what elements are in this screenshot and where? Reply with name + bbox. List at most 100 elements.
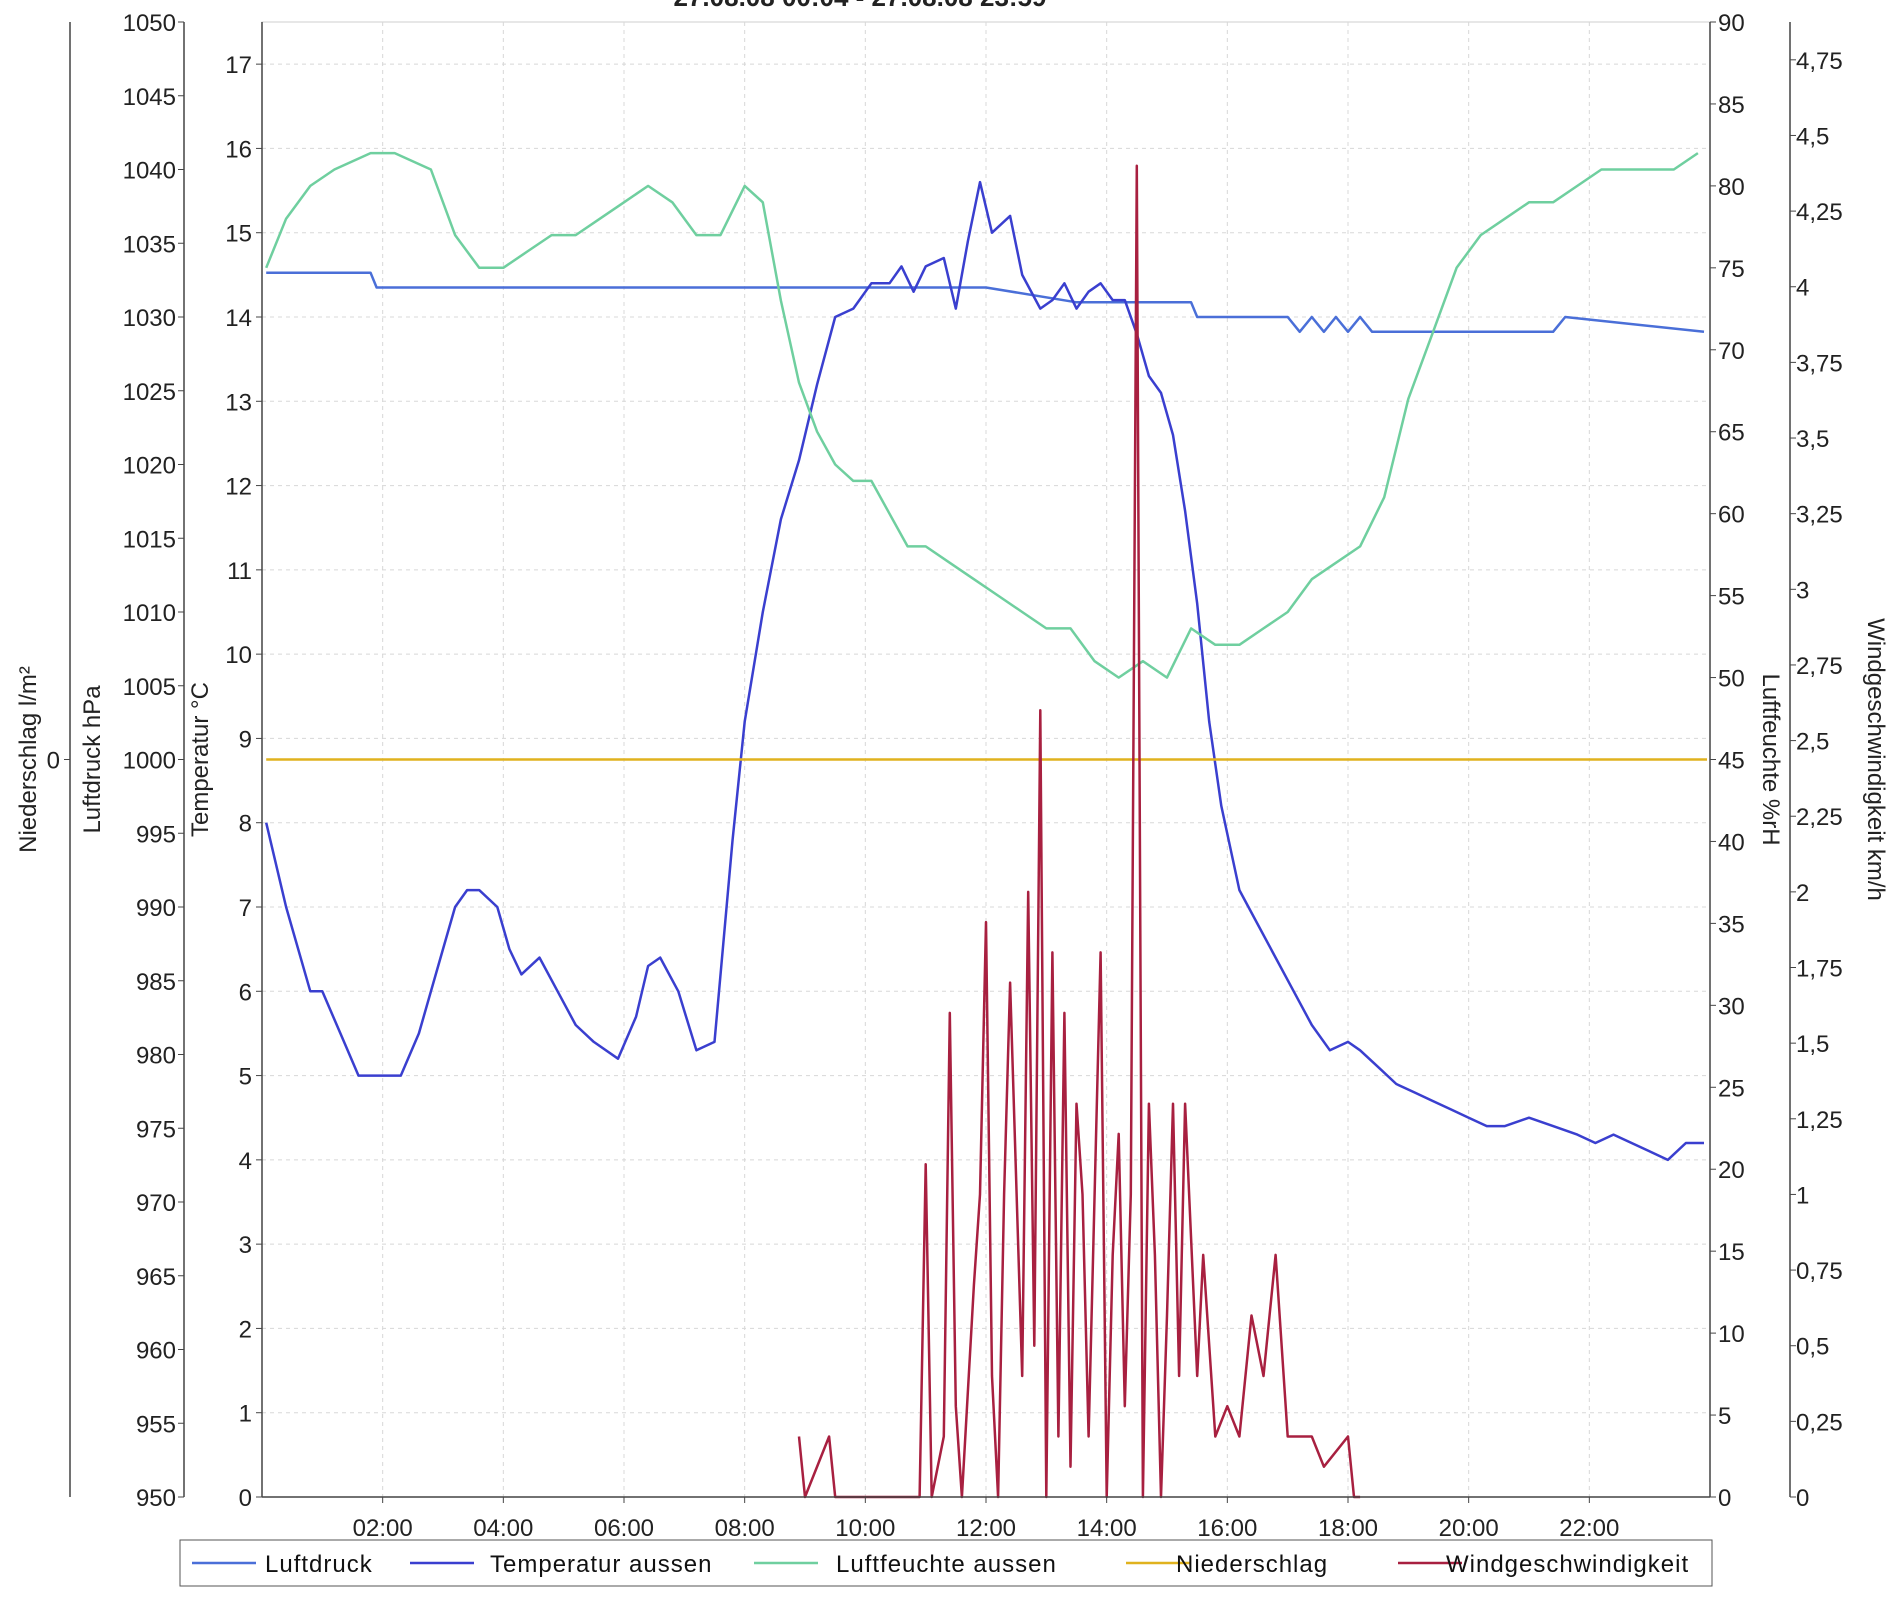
wind-tick-label: 2 bbox=[1796, 880, 1809, 907]
temperatur-tick-label: 14 bbox=[225, 305, 252, 332]
series-line-windgeschwindigkeit bbox=[797, 164, 1361, 1499]
legend: Luftdruck Temperatur aussen Luftfeuchte au… bbox=[179, 1539, 1713, 1587]
series-line-temperatur-aussen bbox=[264, 180, 1704, 1162]
wind-tick-label: 3,25 bbox=[1796, 502, 1843, 529]
luftdruck-tick-label: 960 bbox=[136, 1338, 176, 1365]
luftfeuchte-tick-label: 70 bbox=[1718, 338, 1745, 365]
luftdruck-axis-title: Luftdruck hPa bbox=[79, 685, 106, 834]
x-tick-label: 16:00 bbox=[1197, 1515, 1257, 1542]
wind-tick-label: 1,75 bbox=[1796, 956, 1843, 983]
x-tick-label: 08:00 bbox=[715, 1515, 775, 1542]
x-tick-label: 22:00 bbox=[1559, 1515, 1619, 1542]
temperatur-tick-label: 13 bbox=[225, 389, 252, 416]
luftdruck-tick-label: 1035 bbox=[123, 231, 176, 258]
series-line-luftfeuchte-aussen bbox=[265, 151, 1699, 679]
wind-tick-label: 0 bbox=[1796, 1485, 1809, 1512]
luftfeuchte-tick-label: 15 bbox=[1718, 1239, 1745, 1266]
luftdruck-tick-label: 975 bbox=[136, 1116, 176, 1143]
luftdruck-tick-label: 1030 bbox=[123, 305, 176, 332]
luftdruck-tick-label: 980 bbox=[136, 1043, 176, 1070]
luftdruck-tick-label: 1050 bbox=[123, 10, 176, 37]
temperatur-tick-label: 1 bbox=[239, 1401, 252, 1428]
luftdruck-tick-label: 1045 bbox=[123, 84, 176, 111]
legend-label: Windgeschwindigkeit bbox=[1446, 1551, 1689, 1578]
x-tick-label: 12:00 bbox=[956, 1515, 1016, 1542]
legend-label: Luftfeuchte aussen bbox=[836, 1551, 1057, 1578]
luftfeuchte-tick-label: 60 bbox=[1718, 502, 1745, 529]
legend-label: Temperatur aussen bbox=[490, 1551, 712, 1578]
wind-tick-label: 2,25 bbox=[1796, 804, 1843, 831]
luftfeuchte-tick-label: 10 bbox=[1718, 1321, 1745, 1348]
luftdruck-tick-label: 1015 bbox=[123, 526, 176, 553]
luftfeuchte-tick-label: 0 bbox=[1718, 1485, 1731, 1512]
wind-tick-label: 0,75 bbox=[1796, 1258, 1843, 1285]
temperatur-tick-label: 9 bbox=[239, 726, 252, 753]
luftdruck-tick-label: 1020 bbox=[123, 453, 176, 480]
luftdruck-tick-label: 990 bbox=[136, 895, 176, 922]
temperatur-tick-label: 17 bbox=[225, 52, 252, 79]
temperatur-axis-title: Temperatur °C bbox=[187, 682, 214, 837]
luftfeuchte-tick-label: 50 bbox=[1718, 666, 1745, 693]
x-tick-label: 14:00 bbox=[1077, 1515, 1137, 1542]
temperatur-tick-label: 3 bbox=[239, 1232, 252, 1259]
luftdruck-tick-label: 1005 bbox=[123, 674, 176, 701]
luftfeuchte-tick-label: 55 bbox=[1718, 584, 1745, 611]
luftfeuchte-tick-label: 20 bbox=[1718, 1157, 1745, 1184]
temperatur-tick-label: 0 bbox=[239, 1485, 252, 1512]
temperatur-tick-label: 2 bbox=[239, 1316, 252, 1343]
wind-tick-label: 4,75 bbox=[1796, 48, 1843, 75]
luftfeuchte-tick-label: 45 bbox=[1718, 748, 1745, 775]
luftdruck-tick-label: 950 bbox=[136, 1485, 176, 1512]
temperatur-tick-label: 8 bbox=[239, 811, 252, 838]
luftdruck-tick-label: 985 bbox=[136, 969, 176, 996]
temperatur-tick-label: 11 bbox=[227, 558, 252, 585]
wind-tick-label: 4,5 bbox=[1796, 123, 1829, 150]
luftfeuchte-tick-label: 40 bbox=[1718, 829, 1745, 856]
luftfeuchte-tick-label: 85 bbox=[1718, 92, 1745, 119]
series-line-luftdruck bbox=[266, 271, 1705, 334]
temperatur-tick-label: 12 bbox=[225, 474, 252, 501]
x-tick-label: 20:00 bbox=[1439, 1515, 1499, 1542]
temperatur-tick-label: 10 bbox=[225, 642, 252, 669]
x-tick-label: 18:00 bbox=[1318, 1515, 1378, 1542]
legend-label: Luftdruck bbox=[265, 1551, 373, 1578]
luftfeuchte-tick-label: 5 bbox=[1718, 1403, 1731, 1430]
wind-tick-label: 3,75 bbox=[1796, 350, 1843, 377]
axes: 02:00 04:00 06:00 08:00 10:00 12:00 14:00 16:00… bbox=[15, 10, 1888, 1542]
legend-label: Niederschlag bbox=[1176, 1551, 1328, 1578]
temperatur-tick-label: 16 bbox=[225, 136, 252, 163]
wind-tick-label: 3,5 bbox=[1796, 426, 1829, 453]
luftdruck-tick-label: 1040 bbox=[123, 158, 176, 185]
wind-tick-label: 1 bbox=[1796, 1182, 1809, 1209]
x-tick-label: 10:00 bbox=[835, 1515, 895, 1542]
luftdruck-tick-label: 1025 bbox=[123, 379, 176, 406]
luftdruck-tick-label: 1000 bbox=[123, 748, 176, 775]
luftdruck-tick-label: 1010 bbox=[123, 600, 176, 627]
x-tick-label: 06:00 bbox=[594, 1515, 654, 1542]
luftfeuchte-tick-label: 90 bbox=[1718, 10, 1745, 37]
wind-tick-label: 4 bbox=[1796, 275, 1809, 302]
luftfeuchte-tick-label: 65 bbox=[1718, 420, 1745, 447]
temperatur-tick-label: 7 bbox=[239, 895, 252, 922]
wind-axis-title: Windgeschwindigkeit km/h bbox=[1862, 618, 1888, 901]
wind-tick-label: 4,25 bbox=[1796, 199, 1843, 226]
chart-title: 27.08.08 00:04 - 27.08.08 23:59 bbox=[674, 0, 1047, 12]
temperatur-tick-label: 6 bbox=[239, 979, 252, 1006]
temperatur-tick-label: 4 bbox=[239, 1148, 252, 1175]
luftfeuchte-tick-label: 75 bbox=[1718, 256, 1745, 283]
luftfeuchte-tick-label: 80 bbox=[1718, 174, 1745, 201]
luftfeuchte-axis-title: Luftfeuchte %rH bbox=[1757, 673, 1784, 845]
wind-tick-label: 3 bbox=[1796, 577, 1809, 604]
wind-tick-label: 0,5 bbox=[1796, 1334, 1829, 1361]
temperatur-tick-label: 15 bbox=[225, 221, 252, 248]
wind-tick-label: 1,5 bbox=[1796, 1031, 1829, 1058]
luftdruck-tick-label: 995 bbox=[136, 821, 176, 848]
niederschlag-axis-title: Niederschlag l/m² bbox=[15, 666, 42, 853]
luftdruck-tick-label: 970 bbox=[136, 1190, 176, 1217]
luftdruck-tick-label: 955 bbox=[136, 1411, 176, 1438]
series-layer bbox=[264, 151, 1707, 1499]
luftdruck-tick-label: 965 bbox=[136, 1264, 176, 1291]
x-tick-label: 02:00 bbox=[353, 1515, 413, 1542]
